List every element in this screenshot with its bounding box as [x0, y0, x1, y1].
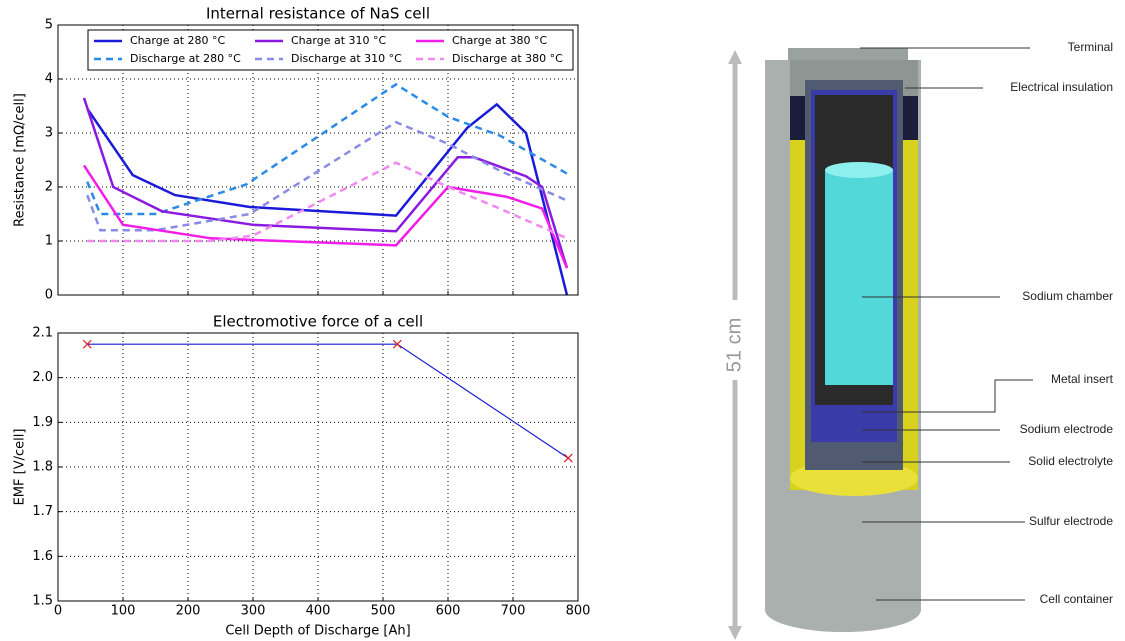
legend — [87, 29, 574, 71]
diagram-label: Electrical insulation — [1010, 80, 1113, 94]
chart-title: Electromotive force of a cell — [213, 313, 423, 331]
legend-label: Charge at 310 °C — [291, 34, 387, 47]
y-tick-label: 0 — [45, 288, 53, 303]
y-tick-label: 1.6 — [32, 549, 53, 564]
y-tick-label: 5 — [45, 18, 53, 33]
x-tick-label: 500 — [371, 604, 396, 619]
legend-label: Charge at 380 °C — [452, 34, 548, 47]
y-tick-label: 1.7 — [32, 504, 53, 519]
y-tick-label: 2.0 — [32, 370, 53, 385]
chart-title: Internal resistance of NaS cell — [206, 5, 430, 23]
x-tick-label: 200 — [176, 604, 201, 619]
x-tick-label: 100 — [111, 604, 136, 619]
series-line — [86, 82, 568, 216]
legend-label: Discharge at 280 °C — [130, 52, 241, 65]
sodium-chamber — [825, 170, 893, 385]
label-bg — [722, 300, 748, 380]
y-axis-label: EMF [V/cell] — [13, 429, 28, 506]
arrow-head — [728, 626, 742, 640]
x-tick-label: 600 — [436, 604, 461, 619]
diagram-label: Terminal — [1068, 40, 1113, 54]
legend-label: Charge at 280 °C — [130, 34, 226, 47]
y-tick-label: 1.9 — [32, 415, 53, 430]
y-tick-label: 3 — [45, 126, 53, 141]
marker — [392, 339, 402, 349]
x-tick-label: 400 — [306, 604, 331, 619]
y-axis-label: Resistance [mΩ/cell] — [13, 93, 28, 227]
marker — [563, 453, 573, 463]
series-line — [82, 97, 569, 269]
chamber-top — [825, 162, 893, 178]
x-axis-label: Cell Depth of Discharge [Ah] — [225, 624, 410, 639]
y-tick-label: 2 — [45, 180, 53, 195]
y-tick-label: 1.8 — [32, 460, 53, 475]
series-line — [86, 102, 569, 296]
diagram-label: Metal insert — [1051, 372, 1114, 386]
diagram: 51 cm Terminal Electrical insulation Sod… — [722, 40, 1114, 640]
diagram-label: Sodium electrode — [1020, 422, 1114, 436]
y-tick-label: 1 — [45, 234, 53, 249]
diagram-label: Solid electrolyte — [1028, 454, 1113, 468]
plot-frame — [57, 332, 579, 602]
marker — [82, 339, 92, 349]
y-tick-label: 1.5 — [32, 594, 53, 609]
series-line — [82, 164, 569, 269]
x-tick-label: 0 — [54, 604, 62, 619]
y-tick-label: 2.1 — [32, 326, 53, 341]
diagram-label: Sodium chamber — [1022, 289, 1113, 303]
y-tick-label: 4 — [45, 72, 53, 87]
x-tick-label: 800 — [566, 604, 591, 619]
arrow-head — [728, 50, 742, 64]
x-tick-label: 700 — [501, 604, 526, 619]
plot-frame — [57, 24, 579, 296]
height-label: 51 cm — [723, 318, 745, 372]
diagram-label: Sulfur electrode — [1029, 514, 1113, 528]
x-tick-label: 300 — [241, 604, 266, 619]
terminal — [788, 48, 908, 60]
series-line — [87, 161, 568, 243]
diagram-label: Cell container — [1040, 592, 1113, 606]
legend-label: Discharge at 380 °C — [452, 52, 563, 65]
legend-label: Discharge at 310 °C — [291, 52, 402, 65]
